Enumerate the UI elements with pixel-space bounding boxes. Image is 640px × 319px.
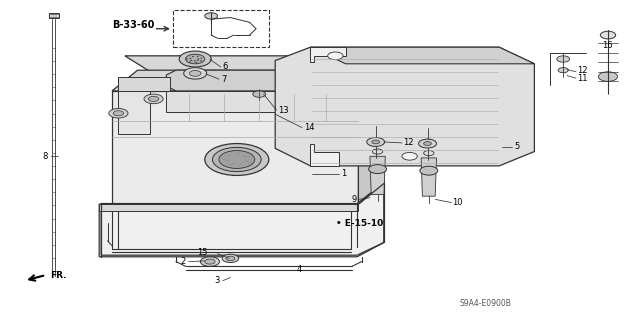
- Circle shape: [189, 58, 191, 59]
- Circle shape: [334, 149, 344, 154]
- Polygon shape: [421, 158, 436, 196]
- Circle shape: [330, 147, 349, 156]
- Circle shape: [196, 62, 197, 63]
- Polygon shape: [310, 47, 534, 64]
- Text: 7: 7: [221, 75, 226, 84]
- Text: 10: 10: [452, 198, 463, 207]
- Circle shape: [205, 13, 218, 19]
- Circle shape: [113, 111, 124, 116]
- Polygon shape: [166, 70, 285, 91]
- Polygon shape: [118, 77, 170, 91]
- Polygon shape: [101, 182, 384, 255]
- Text: 4: 4: [296, 265, 301, 274]
- Text: 12: 12: [403, 138, 413, 147]
- Text: 3: 3: [215, 276, 220, 285]
- Text: 12: 12: [577, 66, 588, 75]
- Circle shape: [144, 94, 163, 104]
- Text: B-33-60: B-33-60: [112, 20, 154, 30]
- Polygon shape: [370, 156, 385, 195]
- Circle shape: [148, 96, 159, 101]
- Circle shape: [372, 149, 383, 154]
- Circle shape: [600, 31, 616, 39]
- Circle shape: [308, 101, 319, 106]
- Circle shape: [205, 144, 269, 175]
- Text: 1: 1: [341, 169, 346, 178]
- Text: • E-15-10: • E-15-10: [336, 219, 383, 228]
- Circle shape: [226, 256, 235, 261]
- Polygon shape: [285, 86, 294, 112]
- Circle shape: [186, 54, 205, 64]
- Text: 6: 6: [223, 63, 228, 71]
- Polygon shape: [125, 56, 384, 80]
- Text: S9A4-E0900B: S9A4-E0900B: [460, 299, 511, 308]
- Circle shape: [179, 51, 211, 67]
- Circle shape: [420, 166, 438, 175]
- Circle shape: [222, 254, 239, 263]
- Circle shape: [109, 108, 128, 118]
- Text: 8: 8: [43, 152, 48, 161]
- Circle shape: [197, 60, 198, 61]
- Circle shape: [212, 147, 261, 172]
- Circle shape: [184, 68, 207, 79]
- Circle shape: [424, 151, 434, 156]
- Circle shape: [598, 72, 618, 81]
- Polygon shape: [49, 13, 59, 18]
- Polygon shape: [275, 47, 534, 166]
- Circle shape: [205, 259, 215, 264]
- Polygon shape: [118, 91, 150, 134]
- Circle shape: [369, 165, 387, 174]
- Circle shape: [402, 152, 417, 160]
- Polygon shape: [310, 47, 346, 62]
- Circle shape: [253, 91, 266, 97]
- Circle shape: [558, 68, 568, 73]
- Text: 11: 11: [577, 74, 588, 83]
- Circle shape: [372, 140, 380, 144]
- Text: FR.: FR.: [50, 271, 67, 280]
- Circle shape: [304, 99, 323, 108]
- Polygon shape: [112, 91, 358, 204]
- Polygon shape: [166, 91, 285, 112]
- Polygon shape: [99, 204, 358, 211]
- Circle shape: [328, 52, 343, 60]
- Circle shape: [192, 56, 193, 57]
- Text: 13: 13: [278, 106, 289, 115]
- Circle shape: [189, 70, 201, 76]
- Text: 2: 2: [180, 257, 186, 266]
- Polygon shape: [310, 144, 339, 166]
- Circle shape: [191, 60, 192, 61]
- Text: 14: 14: [304, 123, 314, 132]
- Text: 5: 5: [514, 142, 519, 151]
- Circle shape: [219, 151, 255, 168]
- Circle shape: [557, 56, 570, 62]
- Circle shape: [200, 257, 220, 266]
- Text: 9: 9: [352, 195, 357, 204]
- Circle shape: [424, 142, 431, 145]
- Circle shape: [367, 137, 385, 146]
- Polygon shape: [358, 70, 384, 204]
- Text: 15: 15: [198, 248, 208, 257]
- Circle shape: [419, 139, 436, 148]
- Polygon shape: [112, 70, 384, 91]
- Text: 16: 16: [602, 41, 612, 50]
